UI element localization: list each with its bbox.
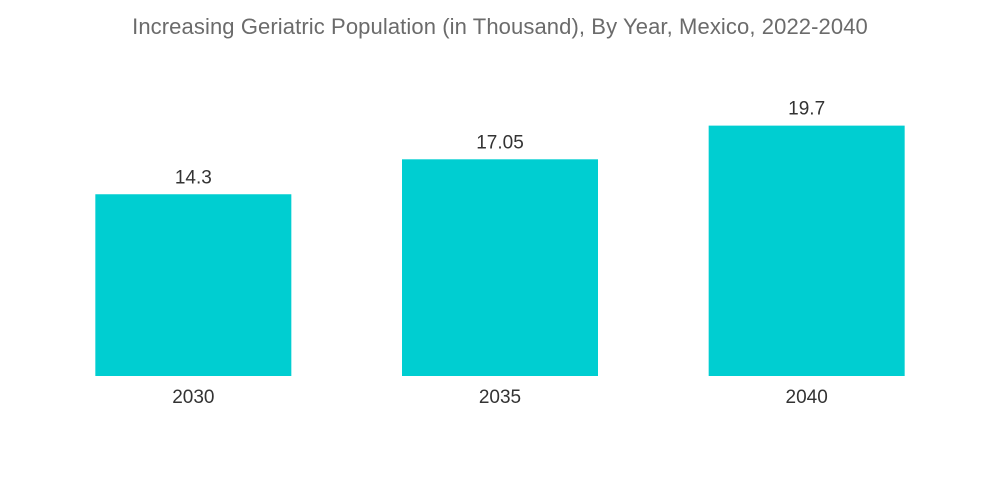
bar-2030 xyxy=(95,194,292,376)
x-tick-label-2040: 2040 xyxy=(786,387,828,408)
x-tick-label-2030: 2030 xyxy=(172,387,214,408)
value-label-2040: 19.7 xyxy=(788,99,825,120)
bars-group xyxy=(95,125,905,377)
x-tick-label-2035: 2035 xyxy=(479,387,521,408)
value-label-2035: 17.05 xyxy=(476,132,524,153)
x-axis-ticks: 2030 2035 2040 xyxy=(172,387,828,408)
value-label-2030: 14.3 xyxy=(175,167,212,188)
bar-2040 xyxy=(708,125,905,377)
bar-2035 xyxy=(402,159,598,376)
chart-title: Increasing Geriatric Population (in Thou… xyxy=(132,14,868,39)
value-labels-group: 14.3 17.05 19.7 xyxy=(175,99,825,189)
